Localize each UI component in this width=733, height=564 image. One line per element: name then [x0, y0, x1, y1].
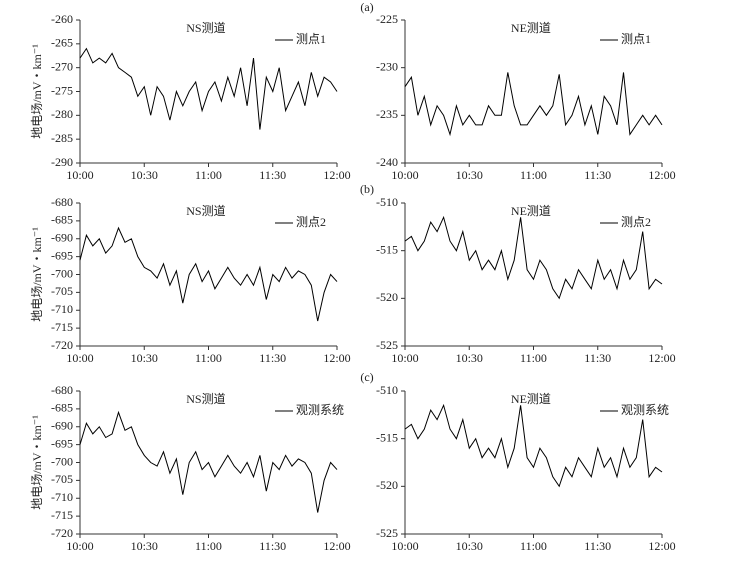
y-tick-label: -525 [376, 338, 398, 352]
x-tick-label: 11:30 [584, 168, 611, 182]
x-tick-label: 10:00 [391, 539, 418, 553]
x-tick-label: 10:00 [391, 168, 418, 182]
y-tick-label: -680 [51, 195, 73, 209]
y-tick-label: -700 [51, 454, 73, 468]
y-tick-label: -290 [51, 155, 73, 169]
y-tick-label: -690 [51, 419, 73, 433]
chart-title: NE测道 [511, 21, 551, 35]
x-tick-label: 10:30 [456, 539, 483, 553]
series-line [79, 410, 338, 513]
y-tick-label: -275 [51, 83, 73, 97]
series-line [404, 403, 663, 488]
x-tick-label: 12:00 [323, 168, 350, 182]
y-tick-label: -265 [51, 36, 73, 50]
x-tick-label: 11:00 [520, 539, 547, 553]
y-tick-label: -695 [51, 436, 73, 450]
x-tick-label: 12:00 [323, 351, 350, 365]
y-tick-label: -515 [376, 430, 398, 444]
x-tick-label: 11:30 [584, 539, 611, 553]
x-tick-label: 12:00 [648, 168, 675, 182]
chart-title: NE测道 [511, 392, 551, 406]
x-tick-label: 12:00 [648, 351, 675, 365]
series-line [404, 72, 663, 137]
y-tick-label: -705 [51, 284, 73, 298]
y-tick-label: -515 [376, 242, 398, 256]
y-tick-label: -690 [51, 231, 73, 245]
y-tick-label: -700 [51, 266, 73, 280]
panel-label: (c) [360, 370, 373, 384]
x-tick-label: 11:00 [195, 168, 222, 182]
x-tick-label: 12:00 [323, 539, 350, 553]
x-tick-label: 11:30 [584, 351, 611, 365]
x-tick-label: 10:30 [131, 168, 158, 182]
y-tick-label: -710 [51, 302, 73, 316]
y-tick-label: -510 [376, 383, 398, 397]
y-tick-label: -260 [51, 12, 73, 26]
y-tick-label: -715 [51, 320, 73, 334]
x-tick-label: 10:30 [456, 168, 483, 182]
x-tick-label: 11:00 [195, 351, 222, 365]
x-tick-label: 10:00 [66, 351, 93, 365]
x-tick-label: 10:30 [131, 351, 158, 365]
panel-label: (a) [360, 0, 373, 14]
legend-label: 观测系统 [296, 403, 344, 417]
y-tick-label: -685 [51, 213, 73, 227]
y-tick-label: -235 [376, 107, 398, 121]
y-axis-label: 地电场/mV・km⁻¹ [30, 44, 44, 139]
chart-title: NE测道 [511, 204, 551, 218]
x-tick-label: 11:30 [259, 168, 286, 182]
y-tick-label: -710 [51, 490, 73, 504]
x-tick-label: 11:30 [259, 539, 286, 553]
y-tick-label: -525 [376, 526, 398, 540]
x-tick-label: 10:30 [131, 539, 158, 553]
y-tick-label: -510 [376, 195, 398, 209]
y-tick-label: -285 [51, 131, 73, 145]
y-tick-label: -225 [376, 12, 398, 26]
y-tick-label: -720 [51, 526, 73, 540]
series-line [79, 226, 338, 322]
series-line [79, 47, 338, 130]
x-tick-label: 11:00 [520, 351, 547, 365]
y-axis-label: 地电场/mV・km⁻¹ [30, 415, 44, 510]
x-tick-label: 10:00 [391, 351, 418, 365]
y-tick-label: -695 [51, 248, 73, 262]
y-tick-label: -270 [51, 59, 73, 73]
chart-title: NS测道 [186, 204, 225, 218]
y-tick-label: -520 [376, 290, 398, 304]
x-tick-label: 11:00 [520, 168, 547, 182]
y-tick-label: -720 [51, 338, 73, 352]
legend-label: 测点1 [296, 32, 326, 46]
y-tick-label: -685 [51, 401, 73, 415]
legend-label: 测点2 [621, 215, 651, 229]
y-tick-label: -680 [51, 383, 73, 397]
series-line [404, 215, 663, 300]
legend-label: 观测系统 [621, 403, 669, 417]
x-tick-label: 10:30 [456, 351, 483, 365]
y-tick-label: -240 [376, 155, 398, 169]
legend-label: 测点2 [296, 215, 326, 229]
x-tick-label: 10:00 [66, 539, 93, 553]
chart-title: NS测道 [186, 392, 225, 406]
y-tick-label: -520 [376, 478, 398, 492]
legend-label: 测点1 [621, 32, 651, 46]
y-tick-label: -705 [51, 472, 73, 486]
y-tick-label: -715 [51, 508, 73, 522]
panel-label: (b) [360, 182, 374, 196]
x-tick-label: 11:30 [259, 351, 286, 365]
y-tick-label: -230 [376, 59, 398, 73]
chart-title: NS测道 [186, 21, 225, 35]
x-tick-label: 10:00 [66, 168, 93, 182]
x-tick-label: 11:00 [195, 539, 222, 553]
x-tick-label: 12:00 [648, 539, 675, 553]
y-axis-label: 地电场/mV・km⁻¹ [30, 227, 44, 322]
y-tick-label: -280 [51, 107, 73, 121]
